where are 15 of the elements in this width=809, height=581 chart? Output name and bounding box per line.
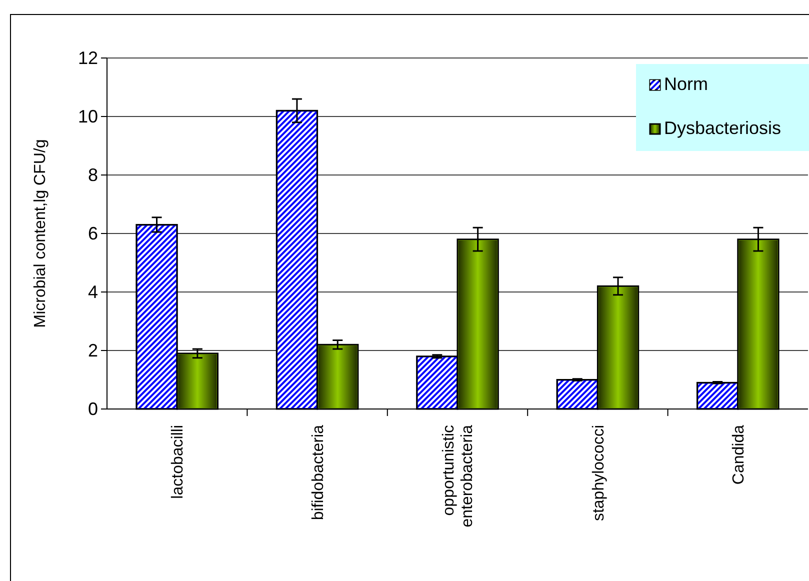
- y-tick-label: 8: [88, 164, 98, 185]
- y-tick-label: 4: [88, 282, 98, 302]
- x-tick-label: staphylococci: [590, 425, 608, 522]
- legend-label: Dysbacteriosis: [664, 118, 782, 138]
- x-tick-label: Candida: [730, 424, 748, 485]
- y-tick-label: 6: [88, 223, 98, 244]
- y-tick-label: 10: [78, 106, 98, 126]
- x-tick-label: lactobacilli: [170, 425, 187, 499]
- y-tick-label: 12: [78, 48, 98, 68]
- legend-label: Norm: [664, 74, 708, 94]
- x-tick-label: opportunistic enterobacteria: [440, 424, 476, 528]
- y-tick-label: 2: [88, 340, 98, 360]
- y-tick-label: 0: [88, 398, 98, 419]
- x-tick-label: bifidobacteria: [310, 424, 327, 520]
- y-axis-title: Microbial content,lg CFU/g: [32, 139, 49, 328]
